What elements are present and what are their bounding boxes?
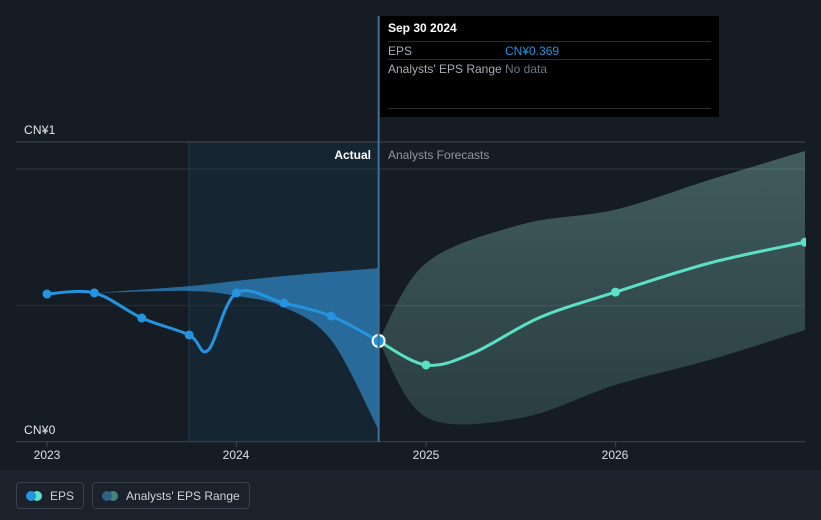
data-point[interactable] bbox=[137, 313, 147, 323]
actual-section-label: Actual bbox=[334, 148, 371, 162]
eps-chart-canvas[interactable]: CN¥1 CN¥0 Actual Analysts Forecasts 2023… bbox=[0, 0, 821, 470]
chart-legend: EPS Analysts' EPS Range bbox=[16, 482, 250, 509]
tooltip-eps-label: EPS bbox=[388, 43, 413, 58]
data-point[interactable] bbox=[421, 360, 431, 370]
eps-line bbox=[45, 289, 381, 354]
analysts-range-band-forecast bbox=[378, 150, 805, 425]
tooltip-range-value: No data bbox=[505, 61, 548, 76]
legend-eps[interactable]: EPS bbox=[16, 482, 85, 509]
x-tick-2023: 2023 bbox=[33, 448, 61, 462]
data-point[interactable] bbox=[800, 237, 810, 247]
data-point[interactable] bbox=[89, 288, 99, 298]
tooltip-row-eps: EPS CN¥0.369 bbox=[388, 42, 711, 59]
eps-range-legend-icon bbox=[102, 490, 119, 501]
x-tick-2025: 2025 bbox=[412, 448, 440, 462]
legend-eps-range-label: Analysts' EPS Range bbox=[126, 488, 240, 503]
tooltip-date: Sep 30 2024 bbox=[388, 21, 457, 35]
eps-chart[interactable] bbox=[0, 0, 821, 470]
tooltip-divider bbox=[388, 41, 711, 42]
data-point[interactable] bbox=[279, 298, 289, 308]
legend-analysts-eps-range[interactable]: Analysts' EPS Range bbox=[92, 482, 250, 509]
tooltip-range-label: Analysts' EPS Range bbox=[388, 61, 502, 76]
x-tick-2026: 2026 bbox=[601, 448, 629, 462]
y-axis-label-bottom: CN¥0 bbox=[24, 423, 56, 437]
data-point[interactable] bbox=[184, 330, 194, 340]
legend-eps-label: EPS bbox=[50, 488, 75, 503]
tooltip-spacer bbox=[388, 77, 711, 108]
x-tick-2024: 2024 bbox=[222, 448, 250, 462]
y-axis-label-top: CN¥1 bbox=[24, 123, 56, 137]
data-point[interactable] bbox=[42, 289, 52, 299]
tooltip-row-range: Analysts' EPS Range No data bbox=[388, 60, 711, 77]
tooltip-eps-value: CN¥0.369 bbox=[505, 43, 560, 58]
eps-legend-icon bbox=[26, 490, 42, 501]
tooltip-divider bbox=[388, 108, 711, 109]
forecast-section-label: Analysts Forecasts bbox=[388, 148, 490, 162]
data-point[interactable] bbox=[232, 288, 241, 298]
chart-tooltip: Sep 30 2024 EPS CN¥0.369 Analysts' EPS R… bbox=[380, 16, 719, 117]
tooltip-divider bbox=[388, 59, 711, 60]
data-point[interactable] bbox=[611, 287, 620, 297]
data-point[interactable] bbox=[326, 311, 336, 321]
